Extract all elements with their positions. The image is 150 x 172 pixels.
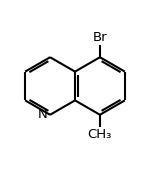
Text: CH₃: CH₃ xyxy=(88,128,112,141)
Text: N: N xyxy=(38,108,47,121)
Text: Br: Br xyxy=(93,31,107,44)
